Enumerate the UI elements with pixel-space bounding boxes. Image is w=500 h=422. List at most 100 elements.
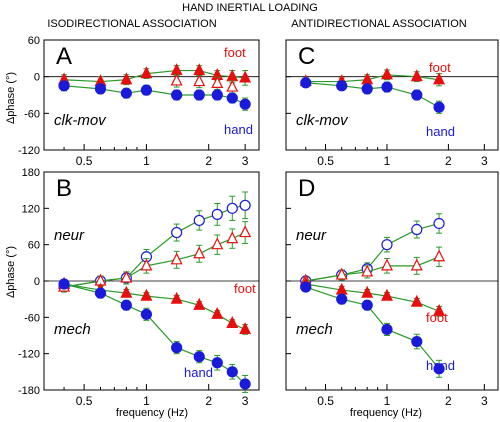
plot-frame xyxy=(43,39,260,151)
data-point xyxy=(211,237,224,250)
data-point xyxy=(410,69,423,82)
condition-label: mech xyxy=(296,321,333,338)
data-point xyxy=(226,366,238,378)
data-point xyxy=(300,77,312,89)
annotation-hand: hand xyxy=(426,124,455,139)
ytick-label: 0 xyxy=(34,72,40,84)
xtick-label: 0.5 xyxy=(317,394,334,408)
xtick-label: 2 xyxy=(445,154,452,168)
data-point xyxy=(433,363,445,375)
condition-label: neur xyxy=(296,227,327,244)
data-point xyxy=(239,225,252,238)
plot-frame xyxy=(285,39,499,151)
data-point xyxy=(361,83,373,95)
data-point xyxy=(410,294,423,307)
ytick-label: -60 xyxy=(24,312,40,324)
data-point xyxy=(226,69,239,82)
series-foot-fit xyxy=(170,73,239,94)
ylabel-top: Δphase (°) xyxy=(5,72,17,124)
ytick-label: -180 xyxy=(18,385,40,397)
condition-label: clk-mov xyxy=(54,112,107,129)
data-point xyxy=(120,285,133,298)
series-foot xyxy=(299,67,446,87)
data-point xyxy=(381,81,393,93)
data-point xyxy=(58,278,70,290)
xtick-label: 0.5 xyxy=(76,394,93,408)
data-point xyxy=(411,89,423,101)
data-point xyxy=(433,101,445,113)
data-point xyxy=(381,258,393,271)
panel-letter: D xyxy=(298,175,315,202)
data-point xyxy=(211,76,224,88)
ytick-label: -120 xyxy=(18,145,40,157)
data-point xyxy=(170,73,183,86)
panel-letter: B xyxy=(56,175,72,202)
panel-letter: C xyxy=(298,43,315,70)
data-point xyxy=(433,249,446,262)
fit-line xyxy=(63,283,246,385)
data-point xyxy=(226,316,239,328)
data-point xyxy=(226,92,238,104)
data-point xyxy=(193,63,206,76)
panels: A 60 0 -60 -120 0.5 1 2 3 clk-mov foot hand C 0.5 1 2 3 c… xyxy=(18,35,499,408)
ytick-label: 180 xyxy=(22,167,40,179)
annotation-foot: foot xyxy=(224,45,246,60)
ytick-label: 120 xyxy=(22,203,40,215)
data-point xyxy=(336,293,348,305)
xtick-label: 2 xyxy=(205,154,212,168)
data-point xyxy=(120,72,133,85)
ytick-label: 60 xyxy=(28,240,40,252)
data-point xyxy=(411,223,423,236)
condition-label: mech xyxy=(54,321,91,338)
data-point xyxy=(381,67,393,80)
series-hand-mech xyxy=(300,281,445,378)
data-point xyxy=(410,258,423,271)
data-point xyxy=(140,308,153,320)
data-point xyxy=(239,199,251,211)
data-point xyxy=(120,299,132,311)
data-point xyxy=(433,217,445,230)
data-point xyxy=(381,323,393,336)
data-point xyxy=(361,264,374,277)
data-point xyxy=(94,83,107,95)
data-point xyxy=(170,252,183,265)
data-point xyxy=(381,288,393,301)
ytick-label: 0 xyxy=(34,276,40,288)
condition-label: neur xyxy=(54,227,85,244)
series-hand-mech xyxy=(58,278,251,393)
annotation-foot: foot xyxy=(234,281,256,296)
data-point xyxy=(211,306,224,319)
data-point xyxy=(361,285,374,298)
data-point xyxy=(226,202,238,214)
xtick-label: 3 xyxy=(242,154,249,168)
data-point xyxy=(411,335,423,348)
data-point xyxy=(226,79,239,92)
data-point xyxy=(140,258,153,271)
series-foot-mech xyxy=(299,276,446,317)
data-point xyxy=(433,72,446,85)
data-point xyxy=(239,70,252,83)
data-point xyxy=(120,87,132,99)
xlabel-right: frequency (Hz) xyxy=(350,407,422,419)
panel-a: A 60 0 -60 -120 0.5 1 2 3 clk-mov foot hand xyxy=(18,35,260,168)
annotation-hand: hand xyxy=(224,122,253,137)
data-point xyxy=(226,231,239,244)
data-point xyxy=(193,246,206,259)
data-point xyxy=(300,281,312,293)
ytick-label: -60 xyxy=(24,108,40,120)
xtick-label: 2 xyxy=(205,394,212,408)
condition-label: clk-mov xyxy=(296,112,349,129)
annotation-hand: hand xyxy=(426,358,455,373)
data-point xyxy=(170,291,183,304)
data-point xyxy=(94,287,107,299)
xtick-label: 3 xyxy=(481,154,488,168)
column-title-right: ANTIDIRECTIONAL ASSOCIATION xyxy=(291,18,466,30)
data-point xyxy=(140,66,153,79)
data-point xyxy=(239,378,251,390)
xtick-label: 3 xyxy=(242,394,249,408)
data-point xyxy=(193,74,206,87)
data-point xyxy=(171,342,183,354)
data-point xyxy=(211,357,223,369)
xtick-label: 1 xyxy=(384,394,391,408)
